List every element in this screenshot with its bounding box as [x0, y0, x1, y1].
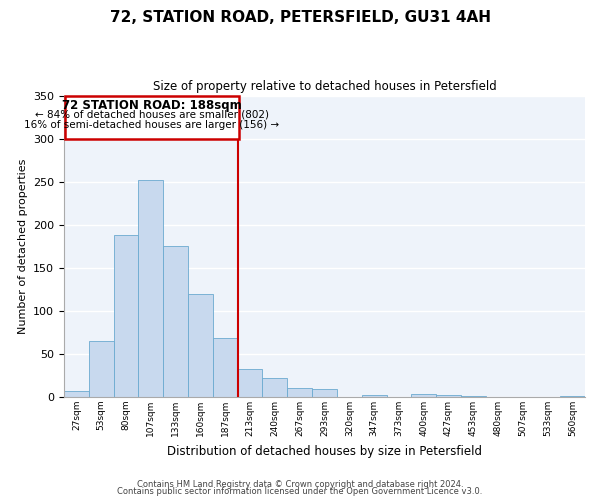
- Bar: [113, 235, 139, 397]
- Bar: [139, 180, 163, 397]
- Bar: [362, 396, 386, 397]
- Bar: [560, 396, 585, 397]
- Text: 16% of semi-detached houses are larger (156) →: 16% of semi-detached houses are larger (…: [25, 120, 280, 130]
- Title: Size of property relative to detached houses in Petersfield: Size of property relative to detached ho…: [152, 80, 496, 93]
- Y-axis label: Number of detached properties: Number of detached properties: [17, 158, 28, 334]
- Text: Contains HM Land Registry data © Crown copyright and database right 2024.: Contains HM Land Registry data © Crown c…: [137, 480, 463, 489]
- Text: ← 84% of detached houses are smaller (802): ← 84% of detached houses are smaller (80…: [35, 110, 269, 120]
- Bar: [64, 391, 89, 397]
- Bar: [238, 370, 262, 397]
- Bar: [163, 246, 188, 397]
- Text: Contains public sector information licensed under the Open Government Licence v3: Contains public sector information licen…: [118, 487, 482, 496]
- Text: 72 STATION ROAD: 188sqm: 72 STATION ROAD: 188sqm: [62, 99, 242, 112]
- Bar: [213, 338, 238, 397]
- Bar: [436, 396, 461, 397]
- X-axis label: Distribution of detached houses by size in Petersfield: Distribution of detached houses by size …: [167, 444, 482, 458]
- Bar: [287, 388, 312, 397]
- Bar: [188, 294, 213, 397]
- Text: 72, STATION ROAD, PETERSFIELD, GU31 4AH: 72, STATION ROAD, PETERSFIELD, GU31 4AH: [110, 10, 491, 25]
- Bar: [312, 390, 337, 397]
- Bar: [89, 341, 113, 397]
- Bar: [412, 394, 436, 397]
- FancyBboxPatch shape: [65, 96, 239, 138]
- Bar: [262, 378, 287, 397]
- Bar: [461, 396, 486, 397]
